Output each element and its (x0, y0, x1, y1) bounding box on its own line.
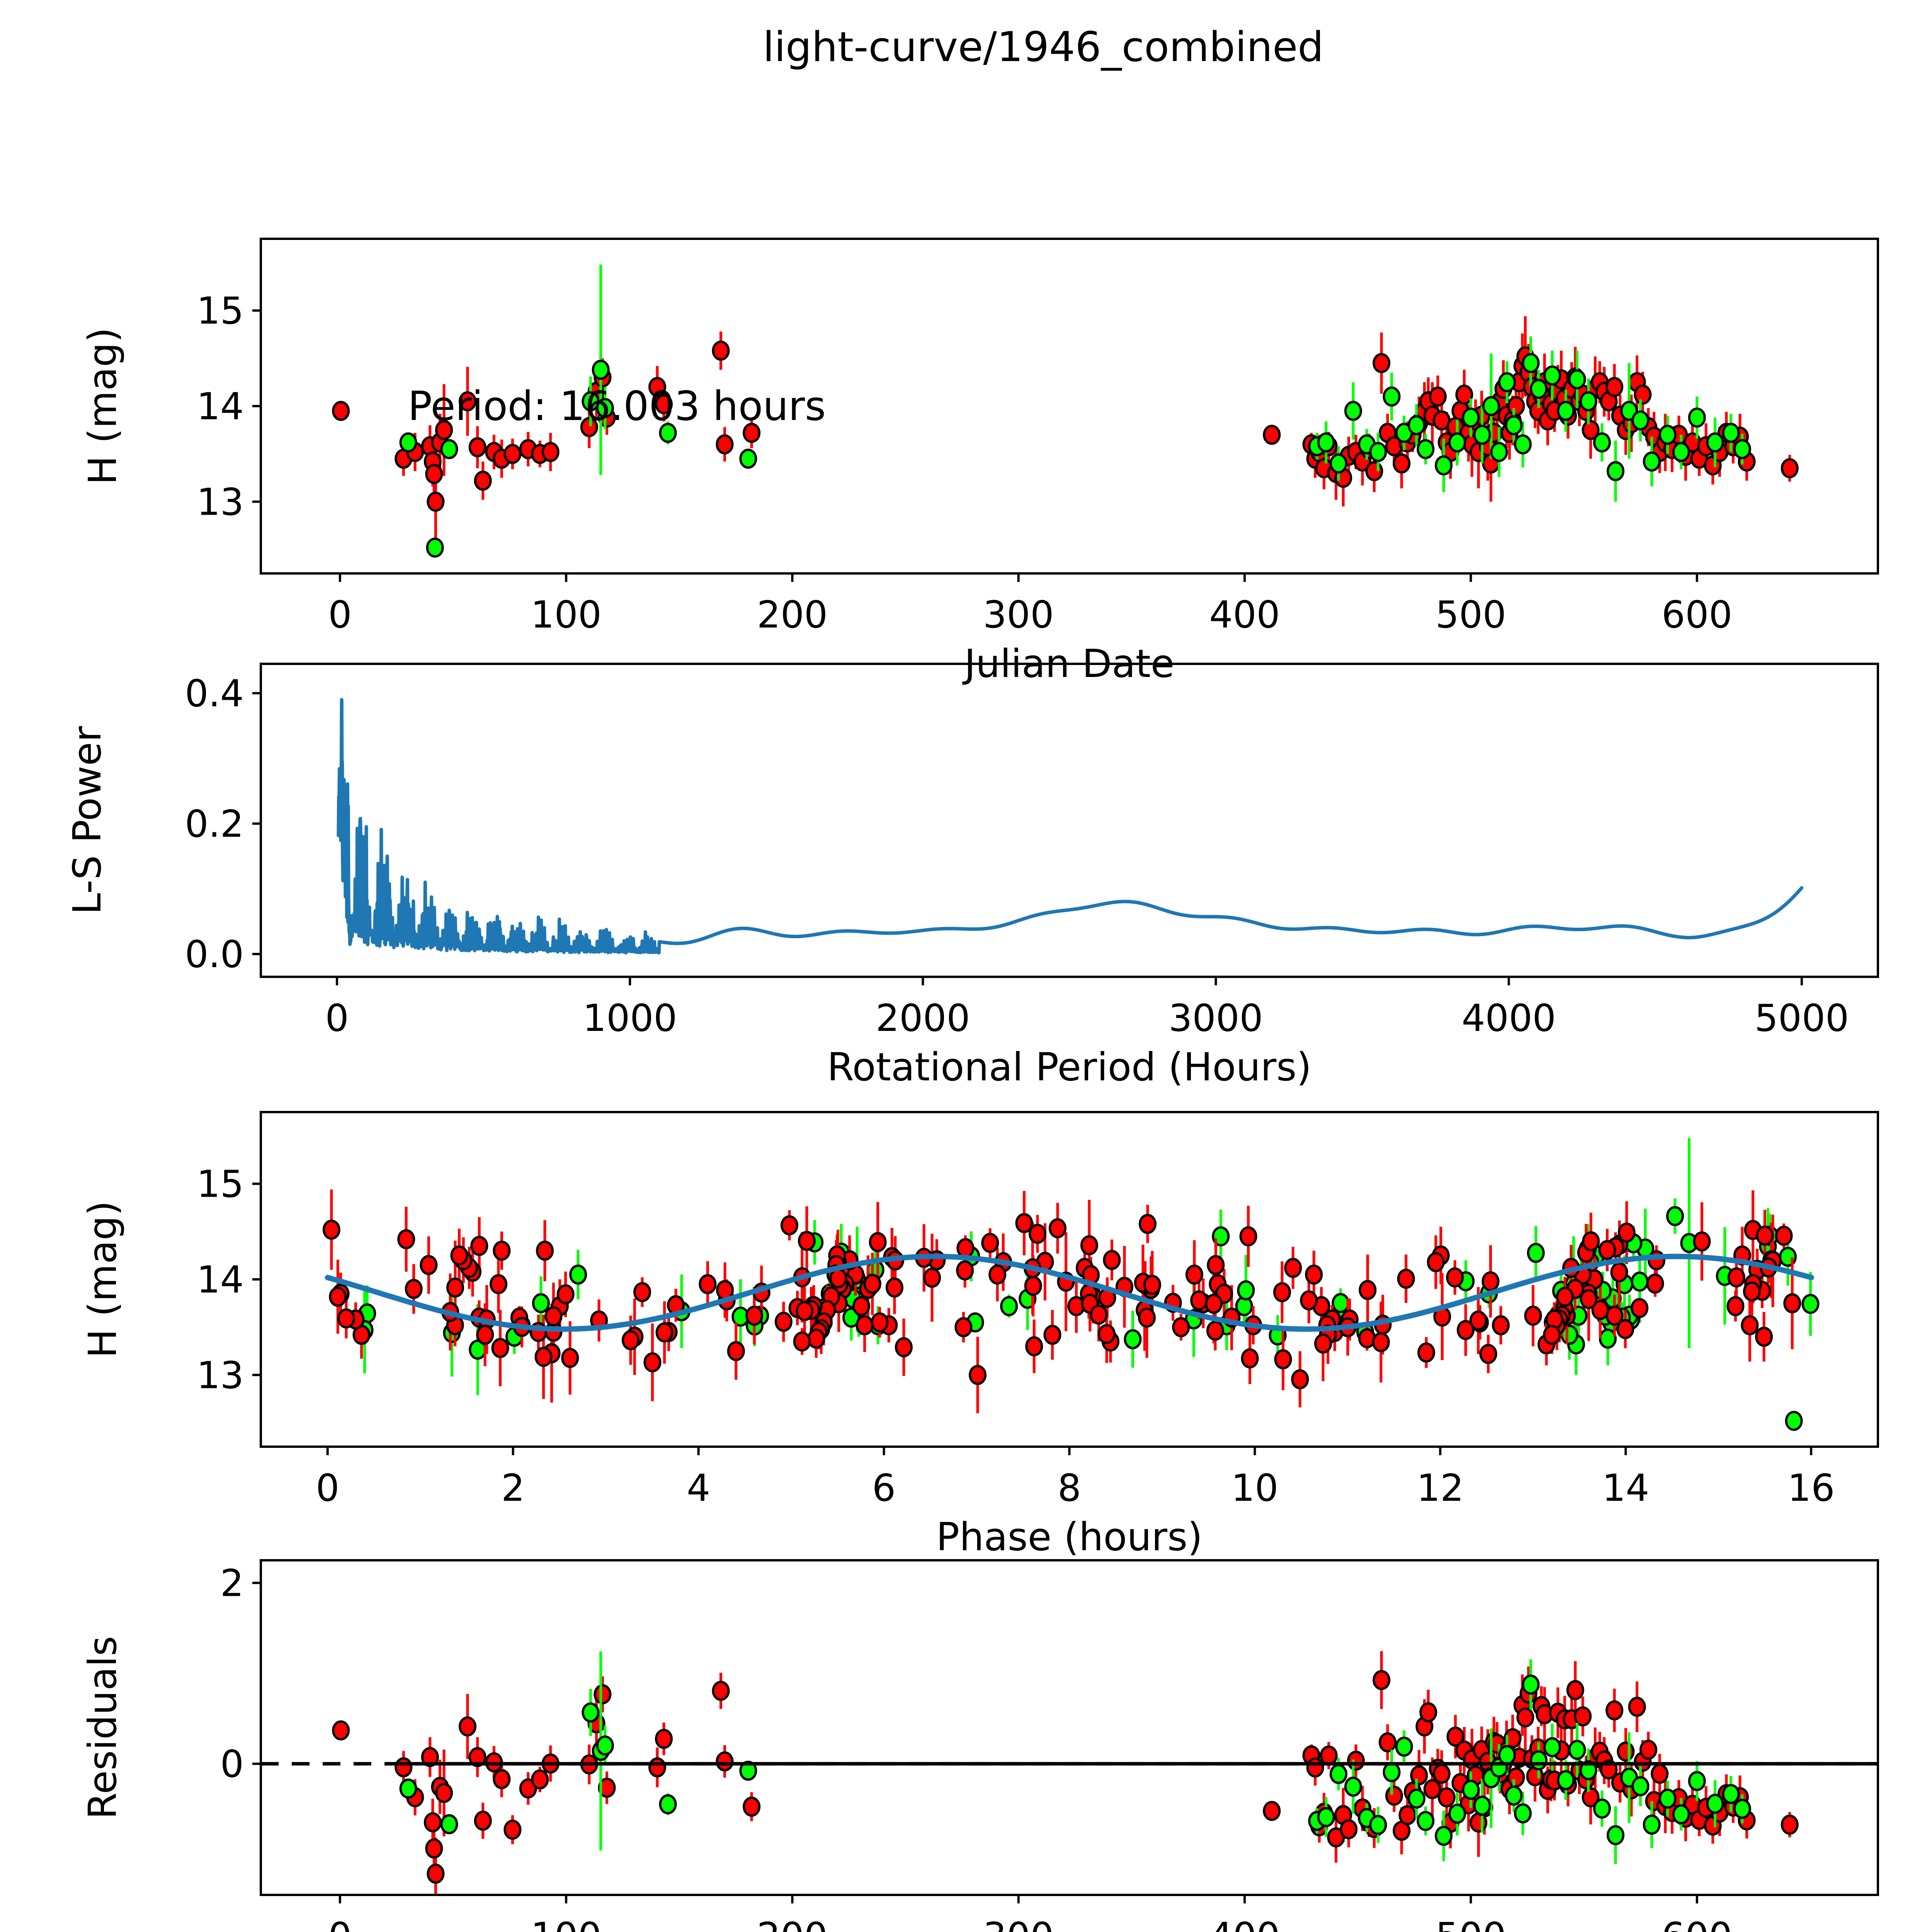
lightcurve-xtick-label: 300 (983, 593, 1054, 636)
phase-ytick-label: 13 (197, 1354, 244, 1397)
residual-points-green (399, 1651, 1751, 1895)
periodogram-frame (260, 663, 1879, 978)
periodogram-line (337, 698, 1804, 955)
periodogram-plot-area (337, 698, 1804, 955)
periodogram-xtick-label: 2000 (876, 997, 970, 1040)
phase-xtick-label: 6 (872, 1466, 896, 1510)
lightcurve-xtick-label: 600 (1662, 593, 1732, 636)
periodogram-yaxis-label: L-S Power (65, 726, 110, 915)
phase-plot-area (322, 1138, 1820, 1431)
lightcurve-ytick-label: 15 (197, 289, 244, 333)
lightcurve-xtick-label: 500 (1435, 593, 1506, 636)
panel-lomb-scargle-periodogram: 0 1000 2000 3000 4000 5000 0.0 0.2 0.4 Rotational… (0, 641, 1932, 1097)
periodogram-ytick-label: 0.0 (185, 933, 244, 976)
phase-svg: 0 2 4 6 8 10 12 14 16 13 14 15 Phase (hours) H (mag) (80, 1111, 1879, 1560)
panel-phase-folded-lightcurve: 0 2 4 6 8 10 12 14 16 13 14 15 Phase (hours) H (mag) (0, 1090, 1932, 1561)
periodogram-axis-ticks: 0 1000 2000 3000 4000 5000 0.0 0.2 0.4 (185, 672, 1849, 1040)
phase-ytick-label: 14 (197, 1258, 244, 1301)
periodogram-xtick-label: 1000 (583, 997, 677, 1040)
lightcurve-ytick-label: 14 (197, 385, 244, 428)
lightcurve-yaxis-label: H (mag) (80, 327, 125, 485)
lightcurve-points-green (399, 264, 1751, 558)
phase-xtick-label: 14 (1602, 1466, 1649, 1510)
periodogram-xtick-label: 0 (325, 997, 349, 1040)
residuals-xtick-label: 600 (1662, 1915, 1732, 1932)
residuals-xtick-label: 200 (757, 1915, 828, 1932)
residuals-xtick-label: 0 (328, 1915, 352, 1932)
phase-xaxis-label: Phase (hours) (936, 1514, 1203, 1560)
lightcurve-axis-ticks: 0 100 200 300 400 500 600 13 14 15 (197, 289, 1733, 636)
residual-points-red (332, 1651, 1799, 1895)
periodogram-ytick-label: 0.4 (185, 672, 244, 715)
residuals-plot-area (261, 1651, 1878, 1895)
figure-title: light-curve/1946_combined (763, 23, 1324, 71)
phase-xtick-label: 0 (316, 1466, 339, 1510)
phase-xtick-label: 16 (1787, 1466, 1835, 1510)
residuals-yaxis-label: Residuals (80, 1636, 125, 1819)
phase-axis-ticks: 0 2 4 6 8 10 12 14 16 13 14 15 (197, 1163, 1835, 1510)
residuals-ytick-label: 0 (220, 1743, 244, 1786)
phase-yaxis-label: H (mag) (80, 1201, 125, 1358)
lightcurve-xtick-label: 100 (531, 593, 602, 636)
lightcurve-xtick-label: 400 (1209, 593, 1280, 636)
periodogram-ytick-label: 0.2 (185, 802, 244, 845)
residuals-frame (260, 1559, 1879, 1896)
periodogram-xtick-label: 5000 (1755, 997, 1849, 1040)
phase-xtick-label: 12 (1417, 1466, 1464, 1510)
lightcurve-frame (260, 238, 1879, 575)
phase-frame (260, 1111, 1879, 1448)
residuals-xtick-label: 100 (531, 1915, 602, 1932)
lightcurve-xtick-label: 200 (757, 593, 828, 636)
residuals-svg: 010020030040050060002Julian DateResidual… (80, 1559, 1879, 1932)
panel-residuals-time: 010020030040050060002Julian DateResidual… (0, 1538, 1932, 1932)
residuals-ytick-label: 2 (220, 1562, 244, 1605)
phase-points-red (322, 1189, 1801, 1413)
panel-lightcurve-time: 0 100 200 300 400 500 600 13 14 15 Julian Date H (m… (0, 216, 1932, 686)
residuals-xtick-label: 300 (983, 1915, 1054, 1932)
phase-xtick-label: 2 (501, 1466, 525, 1510)
phase-xtick-label: 8 (1058, 1466, 1081, 1510)
periodogram-xtick-label: 3000 (1168, 997, 1263, 1040)
residuals-axis-ticks: 0 100 200 300 400 500 600 0 2 (220, 1562, 1732, 1932)
lightcurve-xtick-label: 0 (328, 593, 352, 636)
phase-xtick-label: 4 (687, 1466, 710, 1510)
residuals-xtick-label: 400 (1209, 1915, 1280, 1932)
phase-xtick-label: 10 (1231, 1466, 1278, 1510)
periodogram-xtick-label: 4000 (1462, 997, 1556, 1040)
lightcurve-ytick-label: 13 (197, 480, 244, 524)
lightcurve-plot-area (332, 264, 1799, 558)
residuals-xtick-label: 500 (1435, 1915, 1506, 1932)
periodogram-xaxis-label: Rotational Period (Hours) (827, 1044, 1312, 1090)
phase-ytick-label: 15 (197, 1163, 244, 1206)
period-annotation: Period: 16.003 hours (408, 383, 826, 430)
phase-model-fit-line (325, 1253, 1814, 1332)
periodogram-svg: 0 1000 2000 3000 4000 5000 0.0 0.2 0.4 Rotational… (65, 663, 1879, 1090)
